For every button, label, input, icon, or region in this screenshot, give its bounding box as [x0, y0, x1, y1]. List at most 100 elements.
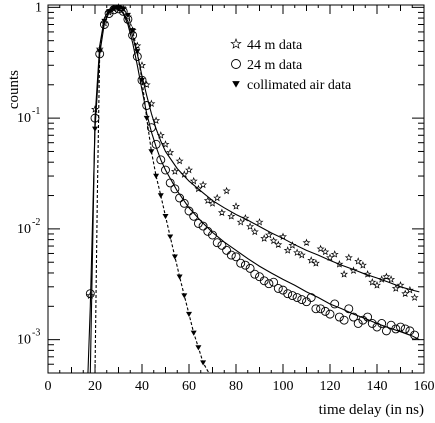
- series-1-point: [288, 241, 297, 249]
- series-3-point: [106, 9, 113, 15]
- series-3-point: [153, 173, 160, 179]
- series-1-point: [344, 253, 353, 262]
- y-tick-exponent: -2: [32, 217, 40, 228]
- x-tick-label: 40: [135, 379, 149, 394]
- legend-label-3: collimated air data: [247, 78, 352, 93]
- series-2-point: [320, 306, 330, 316]
- series-2-point: [391, 324, 401, 334]
- series-1-point: [147, 99, 156, 108]
- series-2-point: [353, 319, 363, 328]
- series-1-point: [208, 199, 217, 207]
- series-2-point: [179, 198, 189, 208]
- series-2-point: [151, 139, 161, 149]
- legend-label-2: 24 m data: [247, 58, 303, 73]
- series-1-point: [401, 289, 410, 298]
- series-1-point: [349, 266, 358, 275]
- series-1-point: [86, 291, 95, 299]
- series-1-point: [354, 257, 363, 265]
- series-2-point: [85, 289, 95, 299]
- series-1-point: [236, 217, 245, 226]
- series-3-point: [171, 254, 178, 260]
- series-1-point: [241, 213, 250, 222]
- series-1-point: [279, 232, 287, 241]
- x-tick-label: 0: [45, 379, 52, 394]
- series-1-point: [340, 269, 349, 278]
- series-2-point: [297, 295, 307, 305]
- series-1-point: [133, 41, 142, 50]
- x-tick-label: 160: [414, 379, 435, 394]
- series-2-point: [193, 218, 203, 228]
- series-1-point: [232, 202, 240, 210]
- series-1-point: [264, 230, 273, 239]
- series-2-point: [208, 230, 217, 240]
- series-2-point: [292, 293, 302, 302]
- y-tick-label: 10: [17, 333, 31, 348]
- data-markers: [85, 3, 420, 366]
- series-1-point: [138, 61, 146, 69]
- series-3-point: [129, 28, 136, 34]
- series-3-point: [195, 345, 202, 351]
- x-tick-label: 140: [367, 379, 388, 394]
- series-3-point: [139, 77, 145, 84]
- series-1-point: [166, 148, 175, 156]
- series-2-point: [287, 291, 297, 301]
- series-1-point: [203, 196, 212, 205]
- series-1-point: [307, 256, 316, 264]
- series-2-point: [240, 260, 250, 270]
- series-2-point: [175, 193, 185, 203]
- series-2-point: [344, 304, 354, 314]
- series-1-point: [283, 246, 292, 254]
- series-2-point: [259, 276, 269, 286]
- series-3-point: [200, 360, 207, 366]
- x-tick-label: 20: [88, 379, 102, 394]
- series-3-point: [186, 311, 192, 317]
- series-1-point: [321, 247, 330, 256]
- series-1-point: [377, 275, 386, 283]
- legend-marker-1: [230, 37, 242, 49]
- series-2-point: [189, 211, 199, 221]
- series-3-point: [157, 193, 164, 199]
- series-2-point: [212, 238, 222, 248]
- series-2-point: [255, 272, 264, 282]
- series-2-point: [410, 330, 420, 340]
- series-1-point: [175, 156, 184, 165]
- x-tick-labels: 0 20 40 60 80 100 120 140 160: [45, 379, 435, 394]
- series-2-point: [316, 304, 326, 314]
- series-3-point: [101, 18, 108, 25]
- series-2-point: [170, 184, 180, 194]
- series-3-point: [176, 274, 183, 280]
- series-1-point: [382, 272, 391, 281]
- series-3-point: [148, 149, 155, 155]
- x-axis-label: time delay (in ns): [319, 402, 424, 418]
- series-3-point: [124, 12, 131, 19]
- series-1-point: [222, 186, 231, 195]
- series-1-point: [194, 184, 203, 193]
- series-2-point: [222, 245, 232, 255]
- legend-label-1: 44 m data: [247, 38, 303, 53]
- series-2-point: [90, 113, 100, 123]
- series-1-point: [410, 293, 419, 301]
- series-2-point: [142, 101, 152, 110]
- y-tick-exponent: -1: [32, 106, 40, 117]
- series-1-point: [274, 240, 283, 249]
- series-1-point: [363, 269, 372, 278]
- series-2-point: [405, 326, 415, 336]
- series-2-point: [377, 319, 387, 328]
- series-1-point: [316, 244, 325, 253]
- series-2-point: [396, 322, 405, 332]
- series-1-point: [199, 180, 208, 189]
- y-tick-label: 1: [35, 0, 42, 15]
- series-1-point: [396, 281, 405, 289]
- x-tick-label: 80: [229, 379, 243, 394]
- series-2-point: [349, 312, 358, 322]
- series-3-point: [96, 49, 103, 55]
- series-1-point: [180, 170, 189, 178]
- series-2-point: [363, 312, 373, 322]
- series-1-point: [250, 227, 259, 236]
- series-2-point: [236, 258, 246, 268]
- series-1-point: [217, 208, 226, 217]
- series-2-point: [325, 309, 335, 319]
- series-3-point: [162, 214, 169, 220]
- plot-frame: [47, 4, 425, 374]
- x-tick-label: 60: [182, 379, 196, 394]
